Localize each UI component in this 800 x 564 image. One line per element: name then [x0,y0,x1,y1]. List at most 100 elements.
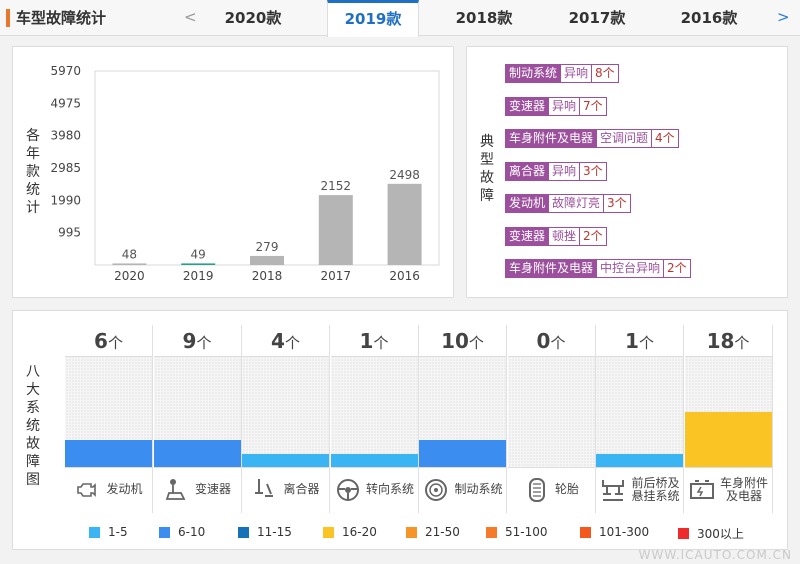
system-count: 18个 [684,325,772,357]
suspension-icon [602,479,625,501]
system-name-line: 车身附件 [719,475,768,490]
fault-item[interactable]: 制动系统 异响 8个 [505,64,619,83]
system-name: 转向系统 [366,483,414,496]
system-bar [419,439,506,467]
systems-panel: 八 大 系 统 故 障 图 6个 发动机 9个 变速器 4个 离合器 1个 转向系统 10个 制动… [12,310,788,550]
system-count-unit: 个 [196,334,212,352]
tire-icon [528,477,545,502]
system-bar-area [153,357,241,467]
header-bar: 车型故障统计 < 2020款 2019款 2018款 2017款 2016款 > [0,0,800,37]
fault-description: 异响 [549,96,581,116]
system-count-number: 18 [706,329,735,353]
yearly-side-label: 各 年 款 统 计 [25,127,41,217]
fault-description: 中控台异响 [597,259,665,278]
system-name-line: 轮胎 [554,482,579,496]
bar-2016[interactable] [387,183,422,265]
system-column[interactable]: 1个 前后桥及 悬挂系统 [596,325,684,513]
tab-2018[interactable]: 2018款 [455,9,513,27]
system-bar [596,453,683,467]
system-count-unit: 个 [373,334,389,352]
system-bar-area [507,357,595,467]
watermark: WWW.ICAUTO.COM.CN [638,548,792,562]
system-column[interactable]: 6个 发动机 [65,325,153,513]
system-bar [330,453,418,467]
legend-label: 300以上 [697,527,744,541]
page-title: 车型故障统计 [16,9,107,27]
fault-count: 3个 [604,194,631,213]
system-count-unit: 个 [107,334,123,352]
fault-item[interactable]: 发动机 故障灯亮 3个 [505,194,631,213]
system-label: 转向系统 [330,467,418,511]
legend-item: 101-300 [580,525,649,539]
bar-2020[interactable] [112,263,147,265]
side-char: 统 [26,182,40,198]
system-bar [684,412,772,467]
gear-shifter-icon [165,478,186,500]
side-char: 统 [26,418,40,434]
system-label: 车身附件 及电器 [684,467,772,511]
prev-arrow-icon[interactable]: < [184,8,197,26]
fault-item[interactable]: 车身附件及电器 空调问题 4个 [505,129,679,148]
system-count-unit: 个 [734,334,750,352]
fault-item[interactable]: 变速器 顿挫 2个 [505,226,607,246]
system-count: 0个 [507,325,595,357]
fault-count: 4个 [652,129,679,148]
system-column[interactable]: 1个 转向系统 [330,325,419,513]
legend-swatch [159,526,170,538]
system-name: 前后桥及 悬挂系统 [631,476,679,503]
system-count-number: 4 [271,329,285,353]
legend-swatch [89,526,100,538]
fault-item[interactable]: 离合器 异响 3个 [505,161,607,181]
fault-item[interactable]: 变速器 异响 7个 [505,96,607,116]
system-column[interactable]: 10个 制动系统 [419,325,507,513]
bar-value-label: 279 [256,240,279,254]
fault-count: 3个 [580,161,607,181]
system-bar-area [65,357,152,467]
x-tick-label: 2018 [252,269,283,283]
bar-2018[interactable] [250,255,284,265]
tab-2016[interactable]: 2016款 [680,9,738,27]
brake-disc-icon [425,478,448,501]
side-char: 障 [480,188,494,204]
system-name: 车身附件 及电器 [719,475,768,503]
system-label: 轮胎 [507,467,595,511]
plot-frame [94,70,440,266]
system-bar-area [596,357,683,467]
side-char: 图 [26,472,40,488]
bar-2017[interactable] [318,195,353,265]
x-tick-label: 2020 [114,269,145,283]
legend-label: 6-10 [178,525,206,539]
legend-item: 51-100 [486,525,548,539]
system-label: 变速器 [153,467,241,511]
fault-count: 2个 [580,226,607,246]
system-column[interactable]: 4个离合器 [242,325,330,513]
system-column[interactable]: 0个轮胎 [507,325,596,513]
next-arrow-icon[interactable]: > [777,8,790,26]
side-char: 故 [26,436,40,452]
system-bar-area [330,357,418,467]
battery-icon [689,479,714,499]
side-char: 计 [26,200,40,216]
side-char: 型 [480,152,494,168]
system-name-line: 制动系统 [454,482,503,496]
tab-2020[interactable]: 2020款 [224,9,282,27]
y-tick-label: 2985 [50,161,81,175]
system-column[interactable]: 9个 变速器 [153,325,242,513]
system-column[interactable]: 18个车身附件 及电器 [684,325,773,513]
fault-description: 空调问题 [597,129,653,148]
system-name-line: 变速器 [194,482,231,496]
system-bar-area [684,357,772,467]
system-count: 4个 [242,325,329,357]
tab-2019[interactable]: 2019款 [327,0,419,37]
y-tick-label: 1990 [50,193,81,207]
system-name: 离合器 [283,483,319,496]
system-count-number: 10 [441,329,469,353]
tab-2017[interactable]: 2017款 [568,9,626,27]
fault-item[interactable]: 车身附件及电器 中控台异响 2个 [505,259,691,278]
bar-2019[interactable] [181,263,216,265]
x-tick-label: 2019 [183,269,214,283]
side-char: 款 [26,164,40,180]
side-char: 系 [26,400,40,416]
side-char: 八 [26,364,40,380]
fault-category: 变速器 [505,96,550,116]
